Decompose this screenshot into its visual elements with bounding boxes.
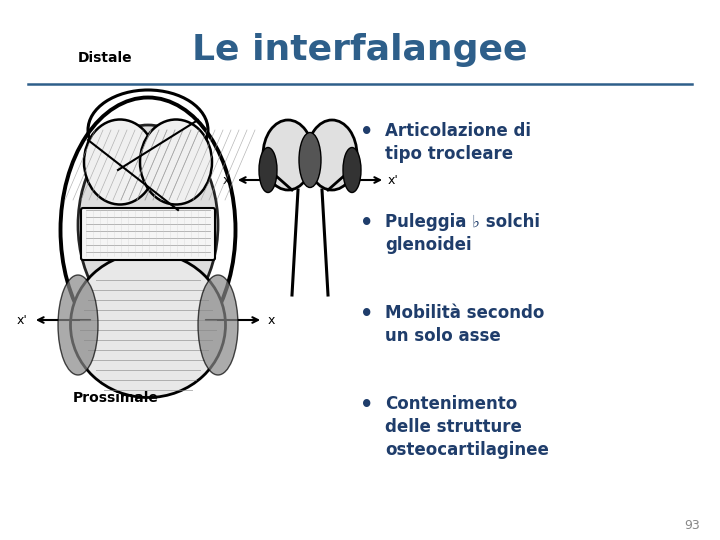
Text: •: •: [360, 304, 374, 324]
Text: •: •: [360, 213, 374, 233]
Text: Prossimale: Prossimale: [73, 391, 159, 405]
Text: Articolazione di
tipo trocleare: Articolazione di tipo trocleare: [385, 122, 531, 163]
Text: 93: 93: [684, 519, 700, 532]
Text: x: x: [222, 173, 230, 186]
Text: Le interfalangee: Le interfalangee: [192, 33, 528, 67]
Text: x': x': [17, 314, 28, 327]
Ellipse shape: [307, 120, 357, 190]
Ellipse shape: [259, 147, 277, 192]
FancyBboxPatch shape: [81, 208, 215, 260]
Ellipse shape: [263, 120, 313, 190]
Ellipse shape: [84, 119, 156, 205]
Ellipse shape: [78, 125, 218, 325]
Text: Contenimento
delle strutture
osteocartilaginee: Contenimento delle strutture osteocartil…: [385, 395, 549, 459]
Ellipse shape: [71, 253, 225, 397]
Text: Distale: Distale: [78, 51, 132, 65]
Text: x': x': [388, 173, 399, 186]
Text: •: •: [360, 395, 374, 415]
Ellipse shape: [198, 275, 238, 375]
Text: Mobilità secondo
un solo asse: Mobilità secondo un solo asse: [385, 304, 544, 345]
Ellipse shape: [299, 132, 321, 187]
Text: •: •: [360, 122, 374, 142]
Ellipse shape: [140, 119, 212, 205]
Ellipse shape: [343, 147, 361, 192]
Ellipse shape: [58, 275, 98, 375]
Text: x: x: [268, 314, 275, 327]
Text: Puleggia ♭ solchi
glenoidei: Puleggia ♭ solchi glenoidei: [385, 213, 540, 254]
